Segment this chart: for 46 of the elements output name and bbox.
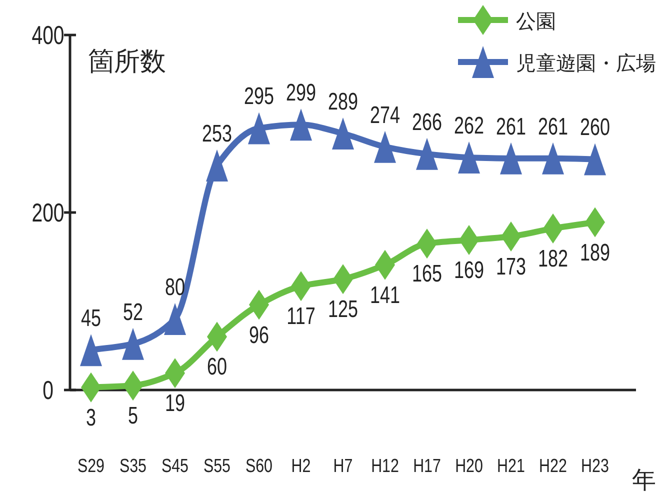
x-tick-label: H21 — [497, 454, 525, 476]
y-tick-label: 200 — [32, 198, 64, 228]
x-tick-label: H20 — [455, 454, 483, 476]
data-label: 19 — [164, 390, 186, 417]
x-tick-label: H2 — [291, 454, 311, 476]
x-tick-label: S35 — [119, 454, 147, 476]
data-label: 173 — [496, 254, 526, 280]
y-axis-title: 箇所数 — [88, 46, 166, 76]
y-tick-label: 0 — [42, 375, 54, 405]
x-tick-label: S45 — [161, 454, 189, 476]
data-label: 125 — [328, 296, 358, 323]
data-label: 45 — [80, 306, 102, 332]
data-label: 295 — [244, 84, 274, 110]
data-label: 253 — [202, 121, 232, 148]
data-label: 80 — [164, 274, 186, 301]
data-label: 169 — [454, 258, 484, 284]
x-tick-label: H22 — [539, 454, 567, 476]
y-tick-label: 400 — [32, 20, 64, 50]
data-label: 52 — [122, 299, 144, 326]
data-label: 141 — [370, 282, 400, 309]
x-tick-label: H17 — [413, 454, 441, 476]
legend-label: 児童遊園・広場 — [516, 52, 656, 75]
x-tick-label: H7 — [333, 454, 353, 476]
x-tick-label: S60 — [245, 454, 273, 476]
data-label: 262 — [454, 113, 484, 140]
data-label: 3 — [86, 404, 96, 431]
x-tick-label: S29 — [77, 454, 105, 476]
data-label: 261 — [538, 114, 568, 140]
data-label: 165 — [412, 261, 442, 288]
data-label: 60 — [206, 354, 228, 380]
data-label: 260 — [580, 114, 610, 141]
x-tick-label: H23 — [581, 454, 609, 476]
data-label: 117 — [286, 304, 316, 330]
data-label: 96 — [248, 322, 270, 348]
x-tick-label: S55 — [203, 454, 231, 476]
data-label: 261 — [496, 114, 526, 140]
data-label: 299 — [286, 80, 316, 106]
data-label: 189 — [580, 240, 610, 266]
data-label: 266 — [412, 110, 442, 136]
data-label: 182 — [538, 246, 568, 272]
data-label: 5 — [128, 403, 138, 430]
data-label: 274 — [370, 102, 400, 128]
data-label: 289 — [328, 89, 358, 116]
legend-label: 公園 — [516, 11, 556, 33]
x-axis-title: 年 — [632, 467, 656, 494]
x-tick-label: H12 — [371, 454, 399, 476]
